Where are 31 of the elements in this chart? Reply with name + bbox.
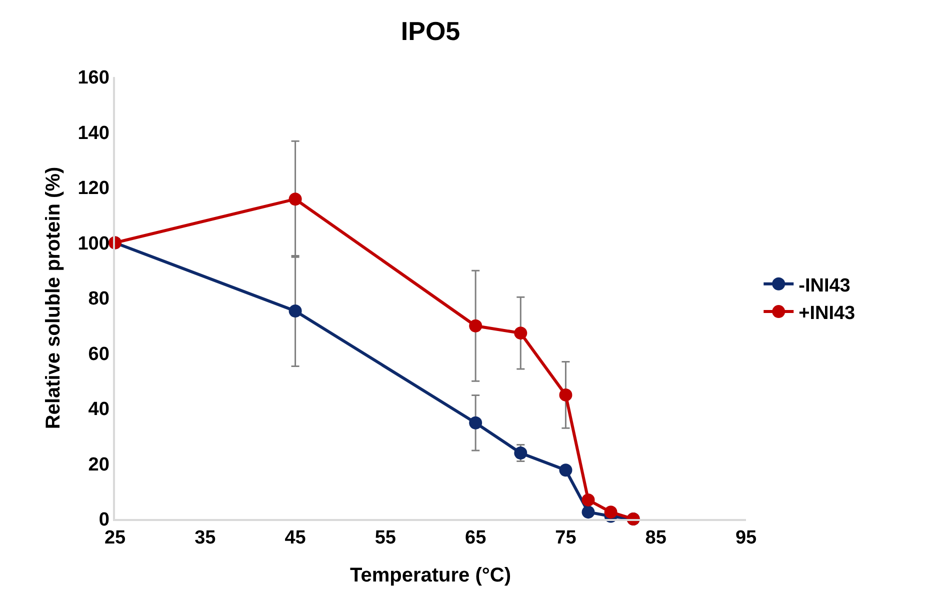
point <box>288 304 302 318</box>
point <box>469 319 482 332</box>
y-tick-label: 140 <box>78 122 110 144</box>
y-tick-label: 80 <box>88 288 110 310</box>
y-tick-label: 40 <box>88 399 110 420</box>
point <box>582 493 595 506</box>
x-tick-label: 65 <box>465 528 487 549</box>
x-tick-label: 85 <box>645 528 667 549</box>
x-tick-label: 55 <box>374 528 396 549</box>
x-tick-label: 95 <box>735 528 757 549</box>
point <box>469 416 482 430</box>
point <box>582 506 595 519</box>
point <box>559 464 572 477</box>
point <box>288 192 302 206</box>
y-tick-label: 20 <box>88 454 110 476</box>
chart-title: IPO5 <box>400 16 460 46</box>
y-axis-title: Relative soluble protein (%) <box>42 166 65 430</box>
legend-label: -INI43 <box>798 275 850 296</box>
y-tick-label: 160 <box>78 68 110 89</box>
point <box>514 326 528 340</box>
legend-label: +INI43 <box>798 302 856 324</box>
y-tick-label: 100 <box>78 233 110 254</box>
point <box>604 506 618 519</box>
point <box>514 446 528 460</box>
y-tick-label: 120 <box>78 178 110 200</box>
x-tick-label: 75 <box>555 528 577 549</box>
y-tick-label: 60 <box>88 344 110 365</box>
x-axis-title: Temperature (°C) <box>350 564 511 587</box>
x-tick-label: 35 <box>194 528 216 549</box>
point <box>559 388 572 402</box>
x-tick-label: 45 <box>284 528 306 549</box>
